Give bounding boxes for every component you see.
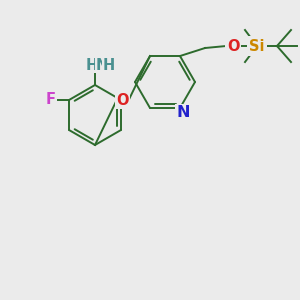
Text: N: N [176,106,190,121]
Text: Si: Si [249,38,265,53]
Text: F: F [46,92,56,107]
Text: O: O [227,38,239,53]
Text: N: N [96,58,108,73]
Text: H: H [103,58,115,73]
Text: O: O [116,93,129,108]
Text: H: H [86,58,98,73]
